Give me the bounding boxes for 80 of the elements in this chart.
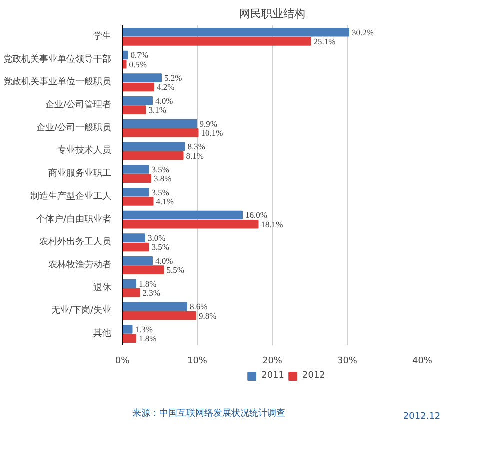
text: 2012.12: [403, 412, 441, 422]
y-tick-label: 其他: [94, 328, 112, 340]
bar: [122, 74, 162, 82]
y-tick-label: 退休: [94, 282, 112, 294]
data-label: 30.2%: [352, 27, 374, 38]
data-label: 0.7%: [130, 50, 148, 60]
data-label: 4.0%: [156, 256, 174, 266]
data-label: 3.0%: [148, 233, 166, 244]
data-label: 25.1%: [314, 36, 336, 46]
legend-label: 2012: [302, 371, 326, 381]
data-label: 3.1%: [148, 105, 166, 116]
data-label: 4.0%: [156, 96, 174, 106]
bar: [122, 220, 259, 229]
bar: [122, 142, 186, 152]
bar: [122, 119, 198, 128]
bar: [122, 279, 136, 288]
y-tick-label: 商业服务业职工: [48, 168, 112, 180]
data-label: 0.5%: [129, 59, 147, 70]
y-tick-label: 制造生产型企业工人: [30, 190, 112, 202]
x-tick-label: 20%: [262, 356, 283, 366]
bar: [122, 165, 150, 174]
bar: [122, 37, 312, 46]
data-label: 3.5%: [152, 187, 170, 198]
data-label: 16.0%: [246, 210, 268, 220]
x-tick-label: 10%: [188, 356, 208, 366]
bar: [122, 151, 184, 160]
bar: [122, 188, 150, 197]
y-tick-label: 农林牧渔劳动者: [48, 260, 112, 270]
data-label: 4.1%: [156, 196, 174, 206]
bar: [122, 288, 140, 298]
bar: [122, 50, 128, 60]
data-label: 1.8%: [139, 278, 157, 289]
bar: [122, 96, 153, 106]
data-label: 8.1%: [186, 150, 204, 161]
bar: [122, 334, 136, 344]
y-tick-label: 专业技术人员: [58, 145, 112, 156]
y-tick-label: 企业/公司一般职员: [36, 122, 112, 134]
data-label: 5.2%: [164, 73, 182, 84]
y-tick-label: 无业/下岗/失业: [51, 305, 112, 316]
bar: [122, 266, 164, 274]
y-tick-label: 个体户/自由职业者: [36, 214, 112, 225]
data-label: 1.3%: [135, 324, 153, 334]
source-note: 来源：中国互联网络发展状况统计调查: [132, 408, 286, 419]
bar: [122, 197, 154, 206]
data-label: 3.5%: [152, 164, 170, 174]
data-label: 1.8%: [139, 334, 157, 344]
bar: [122, 82, 154, 92]
chart-title: 网民职业结构: [240, 8, 306, 20]
bar: [122, 256, 153, 266]
bar: [122, 234, 146, 242]
y-tick-label: 党政机关事业单位领导干部: [4, 54, 112, 65]
bar: [122, 302, 188, 312]
bar: [122, 106, 146, 114]
data-label: 10.1%: [201, 128, 224, 138]
x-tick-label: 30%: [338, 356, 358, 366]
bar: [122, 128, 199, 138]
data-label: 5.5%: [166, 265, 184, 276]
bar: [122, 60, 127, 69]
data-label: 9.8%: [199, 310, 217, 321]
data-label: 4.2%: [157, 82, 175, 92]
x-tick-label: 0%: [115, 356, 130, 366]
data-label: 8.3%: [188, 142, 206, 152]
data-label: 3.5%: [152, 242, 170, 252]
y-tick-label: 企业/公司管理者: [45, 100, 112, 110]
bar: [122, 311, 196, 320]
x-tick-label: 40%: [412, 356, 433, 366]
y-tick-label: 党政机关事业单位一般职员: [4, 76, 112, 88]
data-label: 8.6%: [190, 302, 208, 312]
y-tick-label: 学生: [94, 30, 112, 42]
legend-label: 2011: [262, 371, 284, 381]
bar: [122, 174, 152, 184]
bar: [122, 242, 150, 252]
bar: [122, 210, 243, 220]
bar: [122, 28, 350, 37]
data-label: 2.3%: [142, 288, 160, 298]
y-tick-label: 农村外出务工人员: [40, 236, 112, 248]
bar: [122, 325, 133, 334]
data-label: 18.1%: [261, 219, 284, 230]
data-label: 9.9%: [200, 118, 218, 129]
data-label: 3.8%: [154, 174, 172, 184]
